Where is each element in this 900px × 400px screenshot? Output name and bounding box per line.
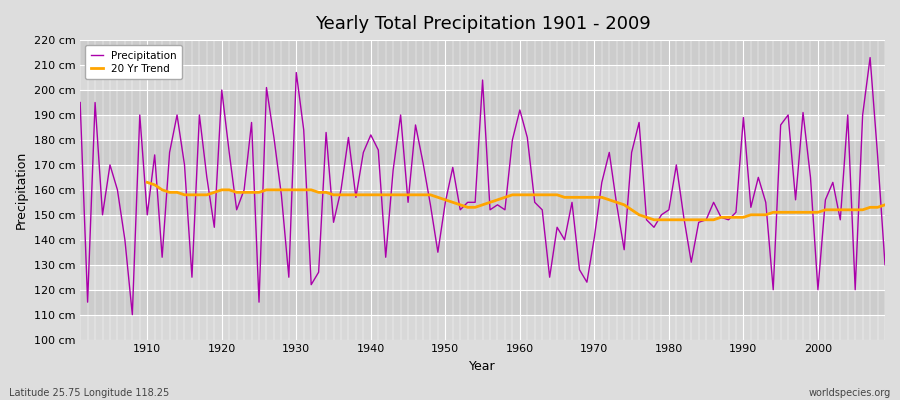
Precipitation <box>75 100 86 105</box>
Bar <box>80 315 885 340</box>
Bar <box>80 190 885 215</box>
Precipitation <box>865 55 876 60</box>
Precipitation <box>127 312 138 317</box>
Bar <box>80 90 885 115</box>
Bar <box>80 265 885 290</box>
Precipitation <box>611 202 622 207</box>
20 Yr Trend <box>879 202 890 207</box>
20 Yr Trend <box>827 208 838 212</box>
Line: Precipitation: Precipitation <box>80 58 885 315</box>
20 Yr Trend <box>142 180 153 185</box>
Precipitation <box>306 282 317 287</box>
Legend: Precipitation, 20 Yr Trend: Precipitation, 20 Yr Trend <box>86 45 182 79</box>
Precipitation <box>350 195 361 200</box>
20 Yr Trend <box>850 208 860 212</box>
Precipitation <box>142 212 153 217</box>
20 Yr Trend <box>522 192 533 197</box>
Bar <box>80 140 885 165</box>
Line: 20 Yr Trend: 20 Yr Trend <box>148 182 885 220</box>
20 Yr Trend <box>649 217 660 222</box>
20 Yr Trend <box>313 190 324 195</box>
Title: Yearly Total Precipitation 1901 - 2009: Yearly Total Precipitation 1901 - 2009 <box>315 15 651 33</box>
Precipitation <box>515 108 526 112</box>
Bar <box>80 290 885 315</box>
20 Yr Trend <box>581 195 592 200</box>
Y-axis label: Precipitation: Precipitation <box>15 151 28 229</box>
20 Yr Trend <box>284 188 294 192</box>
Text: Latitude 25.75 Longitude 118.25: Latitude 25.75 Longitude 118.25 <box>9 388 169 398</box>
Bar <box>80 40 885 65</box>
Text: worldspecies.org: worldspecies.org <box>809 388 891 398</box>
X-axis label: Year: Year <box>469 360 496 373</box>
Bar <box>80 65 885 90</box>
Precipitation <box>879 262 890 267</box>
Bar <box>80 115 885 140</box>
Bar <box>80 240 885 265</box>
Precipitation <box>522 135 533 140</box>
Bar <box>80 165 885 190</box>
Bar <box>80 215 885 240</box>
